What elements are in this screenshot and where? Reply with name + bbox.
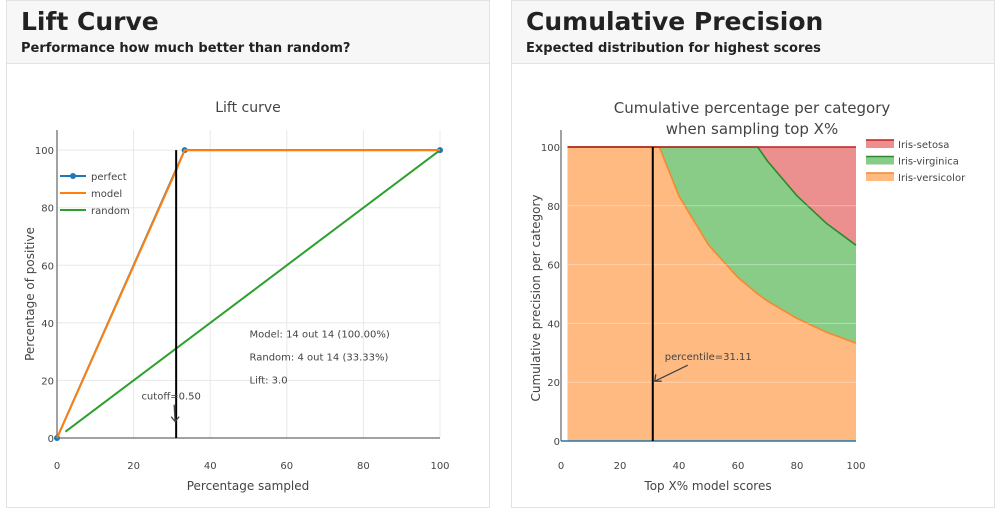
lift-x-tick-label: 40 xyxy=(204,461,217,472)
cumulative-chart-title: Cumulative percentage per category xyxy=(614,99,891,117)
cumulative-x-tick-label: 60 xyxy=(732,461,745,472)
cumulative-legend-swatch-Iris-virginica xyxy=(866,156,894,165)
cumulative-y-tick-label: 80 xyxy=(547,202,560,213)
cumulative-x-tick-label: 40 xyxy=(673,461,686,472)
cumulative-x-tick-label: 80 xyxy=(791,461,804,472)
lift-curve-card-header: Lift Curve Performance how much better t… xyxy=(7,1,489,64)
lift-x-tick-label: 60 xyxy=(280,461,293,472)
cumulative-x-tick-label: 100 xyxy=(846,461,865,472)
lift-series-line-random xyxy=(64,149,441,433)
lift-y-tick-label: 20 xyxy=(41,376,54,387)
lift-x-tick-label: 0 xyxy=(54,461,60,472)
cumulative-legend-label-Iris-versicolor: Iris-versicolor xyxy=(898,173,966,184)
cumulative-precision-card-header: Cumulative Precision Expected distributi… xyxy=(512,1,994,64)
lift-stats-annotation: Lift: 3.0 xyxy=(250,375,288,386)
lift-y-tick-label: 100 xyxy=(35,146,54,157)
lift-legend-label-model: model xyxy=(91,189,122,200)
cumulative-legend-swatch-Iris-setosa xyxy=(866,140,894,148)
cumulative-area-Iris-versicolor xyxy=(567,147,856,441)
lift-curve-card-subtitle: Performance how much better than random? xyxy=(21,41,351,56)
lift-x-tick-label: 80 xyxy=(357,461,370,472)
cumulative-y-tick-label: 20 xyxy=(547,378,560,389)
cumulative-legend-swatch-Iris-versicolor xyxy=(866,173,894,181)
cumulative-chart-title-line2: when sampling top X% xyxy=(666,120,838,138)
cumulative-precision-card-subtitle: Expected distribution for highest scores xyxy=(526,41,821,56)
lift-cutoff-annotation: cutoff=0.50 xyxy=(141,392,200,403)
cumulative-precision-card-title: Cumulative Precision xyxy=(526,7,824,36)
lift-chart: 0 20 40 60 80 100 0 20 40 60 80 100 Lift curve Percen… xyxy=(23,100,450,493)
lift-curve-card-title: Lift Curve xyxy=(21,7,159,36)
lift-chart-title: Lift curve xyxy=(215,100,281,116)
lift-stats-annotation: Random: 4 out 14 (33.33%) xyxy=(250,352,389,363)
cumulative-x-tick-label: 0 xyxy=(558,461,564,472)
lift-y-tick-label: 40 xyxy=(41,319,54,330)
lift-y-axis-label: Percentage of positive xyxy=(23,227,37,361)
cumulative-percentile-annotation: percentile=31.11 xyxy=(665,352,752,363)
cumulative-chart: 0 20 40 60 80 100 0 20 40 60 80 100 Cumulative perce… xyxy=(529,99,966,493)
cumulative-y-tick-label: 60 xyxy=(547,261,560,272)
cumulative-y-tick-label: 0 xyxy=(554,437,560,448)
lift-y-tick-label: 60 xyxy=(41,261,54,272)
cumulative-percentile-arrow xyxy=(654,364,689,382)
cumulative-legend-label-Iris-virginica: Iris-virginica xyxy=(898,157,959,168)
lift-curve-card: Lift Curve Performance how much better t… xyxy=(6,0,490,508)
lift-x-axis-label: Percentage sampled xyxy=(187,479,310,493)
lift-legend-label-random: random xyxy=(91,206,130,217)
cumulative-area-Iris-setosa xyxy=(567,147,856,246)
lift-x-tick-label: 100 xyxy=(430,461,449,472)
cumulative-y-tick-label: 100 xyxy=(541,143,560,154)
lift-series-line-model xyxy=(56,149,440,439)
lift-cutoff-arrow xyxy=(170,404,180,423)
lift-legend-marker-perfect xyxy=(70,173,76,179)
cumulative-y-axis-label: Cumulative precision per category xyxy=(529,194,543,401)
cumulative-area-Iris-virginica xyxy=(567,147,856,344)
cumulative-y-tick-label: 40 xyxy=(547,319,560,330)
cumulative-x-tick-label: 20 xyxy=(614,461,627,472)
lift-x-tick-label: 20 xyxy=(127,461,140,472)
lift-legend-label-perfect: perfect xyxy=(91,172,127,183)
lift-y-tick-label: 80 xyxy=(41,204,54,215)
lift-y-tick-label: 0 xyxy=(48,434,54,445)
cumulative-x-axis-label: Top X% model scores xyxy=(643,479,771,493)
cumulative-legend-label-Iris-setosa: Iris-setosa xyxy=(898,140,949,151)
lift-stats-annotation: Model: 14 out 14 (100.00%) xyxy=(250,329,390,340)
